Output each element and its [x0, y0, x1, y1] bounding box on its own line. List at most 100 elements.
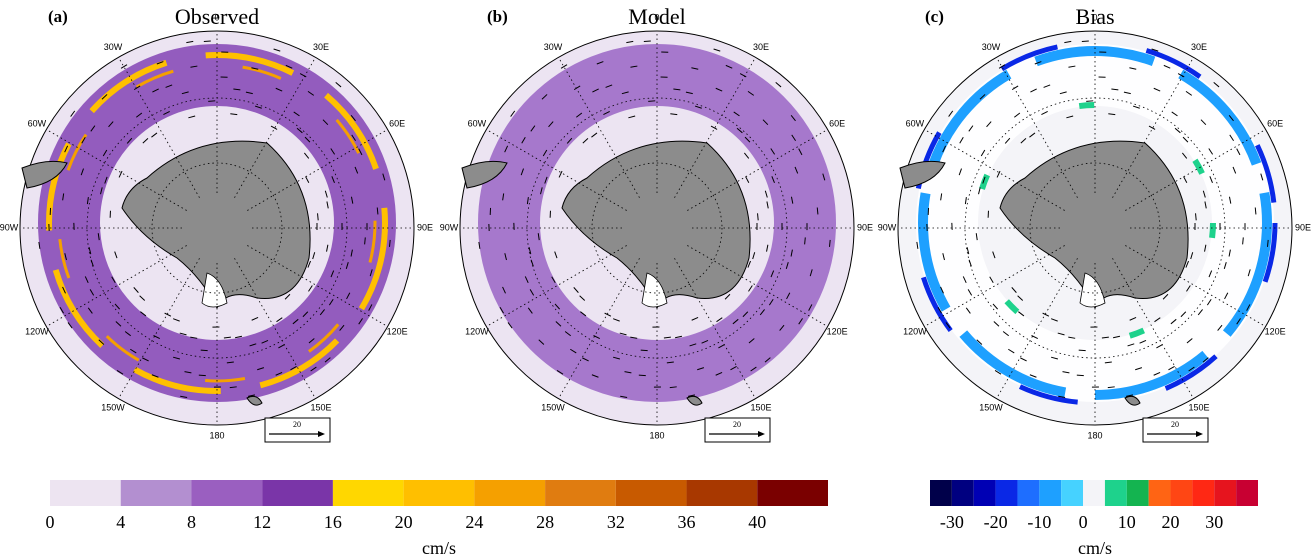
- flow-vector: [809, 269, 813, 277]
- meridian: [486, 129, 627, 211]
- flow-vector: [666, 361, 674, 364]
- flow-vector: [172, 356, 181, 360]
- flow-vector: [198, 374, 206, 377]
- flow-vector: [1068, 65, 1076, 68]
- flow-vector: [98, 339, 105, 345]
- meridian: [924, 129, 1065, 211]
- flow-vector: [591, 374, 599, 378]
- flow-vector: [1014, 112, 1021, 118]
- meridian: [486, 245, 627, 327]
- new-zealand: [686, 395, 703, 406]
- ref-label: 20: [293, 420, 301, 429]
- flow-vector: [775, 82, 782, 88]
- flow-vector: [102, 149, 108, 157]
- flow-vector: [312, 252, 316, 260]
- colorbar-tick-label: 10: [1118, 512, 1136, 532]
- flow-vector: [1228, 196, 1232, 204]
- colorbar-tick-label: 32: [607, 512, 625, 532]
- bias-neg: [918, 46, 1272, 400]
- flow-vector: [979, 94, 986, 100]
- flow-vector: [510, 110, 516, 117]
- flow-vector: [1034, 61, 1042, 65]
- lon-label: 30E: [753, 42, 769, 52]
- flow-vector: [38, 241, 41, 249]
- flow-vector: [1154, 317, 1161, 323]
- flow-vector: [1177, 73, 1185, 78]
- flow-vector: [745, 176, 750, 184]
- colorbar-tick-label: 20: [395, 512, 413, 532]
- flow-vector: [152, 88, 159, 93]
- flow-vector: [1101, 336, 1109, 339]
- flow-vector: [64, 253, 67, 261]
- flow-vector: [164, 312, 172, 317]
- flow-vector: [701, 339, 709, 344]
- flow-vector: [1228, 115, 1234, 122]
- flow-vector: [351, 134, 356, 142]
- flow-vector: [1171, 111, 1178, 117]
- polar-map: 0 30E 60E 90E 120E 150E 180 150W 120W 90W 60W 30W 20: [0, 12, 433, 443]
- flow-vector: [151, 374, 159, 378]
- flow-vector: [945, 322, 951, 329]
- flow-vector: [1062, 371, 1070, 374]
- colorbar-tick-label: 30: [1205, 512, 1223, 532]
- flow-vector: [1050, 356, 1059, 360]
- flow-vector: [558, 170, 563, 178]
- flow-vector: [1188, 366, 1195, 372]
- colorbar-label: cm/s: [422, 538, 456, 558]
- flow-vector: [1030, 88, 1037, 93]
- flow-vector: [299, 73, 307, 78]
- meridian: [247, 129, 388, 211]
- lon-label: 60W: [468, 118, 487, 128]
- colorbar-tick-label: -20: [984, 512, 1008, 532]
- flow-vector: [1208, 270, 1213, 278]
- flow-vector: [750, 366, 757, 372]
- flow-vector: [1246, 304, 1251, 311]
- flow-vector: [308, 285, 313, 292]
- flow-vector: [350, 196, 354, 204]
- lon-label: 60E: [389, 118, 405, 128]
- flow-vector: [770, 148, 776, 155]
- colorbar-box: [262, 480, 333, 506]
- flow-vector: [526, 197, 529, 205]
- flow-vector: [790, 196, 794, 204]
- flow-vector: [275, 87, 283, 92]
- flow-vector: [350, 249, 353, 257]
- colorbar-box: [1017, 480, 1040, 506]
- flow-vector: [1129, 67, 1137, 70]
- flow-vector: [1236, 318, 1241, 325]
- flow-vector: [120, 64, 128, 69]
- flow-vector: [507, 322, 513, 329]
- flow-vector: [992, 251, 996, 259]
- flow-vector: [564, 331, 571, 337]
- flow-vector: [188, 115, 196, 119]
- ice-shelf: [1079, 272, 1106, 308]
- flow-vector: [710, 125, 718, 130]
- flow-vector: [139, 295, 146, 301]
- flow-vector: [724, 293, 731, 300]
- flow-vector: [296, 127, 303, 134]
- flow-vector: [1148, 125, 1156, 130]
- antarctica: [999, 140, 1189, 310]
- flow-vector: [111, 276, 116, 284]
- lon-label: 0: [214, 12, 219, 22]
- flow-vector: [555, 321, 562, 327]
- flow-vector: [97, 233, 100, 241]
- flow-vector: [251, 67, 259, 70]
- flow-vector: [996, 170, 1001, 178]
- flow-vector: [1153, 87, 1161, 92]
- ref-arrowhead: [318, 431, 325, 437]
- flow-vector: [229, 386, 237, 389]
- flow-vector: [612, 318, 620, 322]
- flow-vector: [1112, 335, 1121, 339]
- ref-box: [264, 417, 331, 443]
- flow-vector: [940, 193, 943, 201]
- flow-vector: [764, 357, 771, 363]
- lon-label: 0: [1092, 12, 1097, 22]
- colorbar-box: [686, 480, 758, 506]
- flow-vector: [101, 94, 108, 100]
- flow-vector: [88, 247, 92, 255]
- flow-vector: [1223, 262, 1227, 270]
- lon-label: 150W: [979, 403, 1003, 413]
- flow-vector: [619, 332, 627, 336]
- flow-vector: [790, 249, 793, 257]
